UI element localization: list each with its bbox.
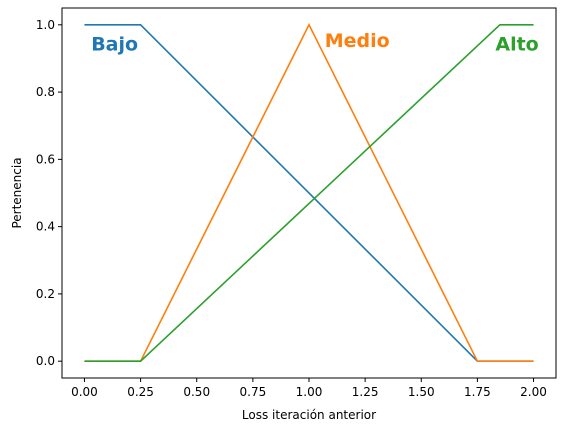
x-tick-label: 2.00 xyxy=(520,385,547,399)
x-tick-label: 1.75 xyxy=(464,385,491,399)
y-axis: 0.0 0.2 0.4 0.6 0.8 1.0 xyxy=(36,18,62,368)
x-tick-label: 1.25 xyxy=(352,385,379,399)
series-labels: Bajo Medio Alto xyxy=(91,30,539,55)
y-tick-label: 1.0 xyxy=(36,18,55,32)
y-tick-label: 0.6 xyxy=(36,152,55,166)
y-axis-title: Pertenencia xyxy=(10,157,24,228)
series-label-medio: Medio xyxy=(325,30,390,52)
x-tick-label: 0.25 xyxy=(127,385,154,399)
x-axis: 0.00 0.25 0.50 0.75 1.00 1.25 1.50 1.75 2.00 xyxy=(71,378,547,399)
y-tick-label: 0.4 xyxy=(36,220,55,234)
x-tick-label: 0.75 xyxy=(240,385,267,399)
series-label-alto: Alto xyxy=(495,33,538,55)
y-tick-label: 0.0 xyxy=(36,354,55,368)
x-tick-label: 0.00 xyxy=(71,385,98,399)
x-tick-label: 1.00 xyxy=(296,385,323,399)
series-line-bajo xyxy=(84,24,534,362)
x-axis-title: Loss iteración anterior xyxy=(242,408,376,422)
series-line-alto xyxy=(84,24,534,362)
y-tick-label: 0.2 xyxy=(36,287,55,301)
series-label-bajo: Bajo xyxy=(91,33,138,55)
x-tick-label: 1.50 xyxy=(408,385,435,399)
y-tick-label: 0.8 xyxy=(36,85,55,99)
x-tick-label: 0.50 xyxy=(183,385,210,399)
series-layer xyxy=(84,23,534,362)
